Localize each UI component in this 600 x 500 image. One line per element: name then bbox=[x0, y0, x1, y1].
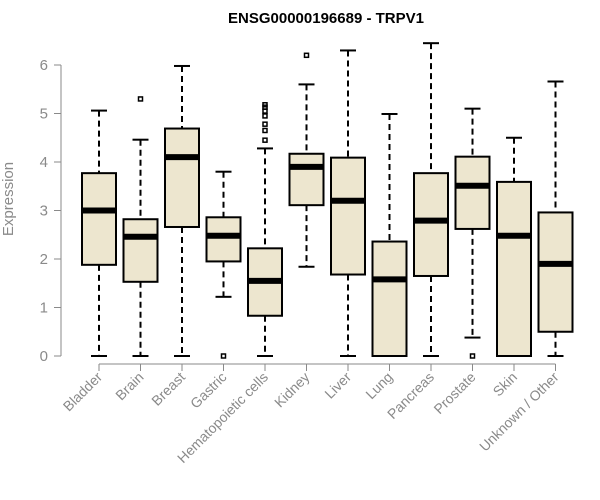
box-brain bbox=[122, 96, 159, 357]
box-hematopoietic-cells bbox=[247, 102, 283, 357]
y-axis: 0 1 2 3 4 5 6 bbox=[40, 57, 62, 365]
outlier-point bbox=[262, 113, 268, 119]
iqr-box bbox=[164, 127, 200, 228]
y-tick-label: 5 bbox=[40, 106, 48, 123]
x-tick-label: Liver bbox=[321, 369, 354, 402]
y-tick-label: 0 bbox=[40, 348, 48, 365]
outlier-point bbox=[262, 121, 268, 127]
box-kidney bbox=[288, 52, 325, 268]
box-liver bbox=[330, 49, 366, 357]
outlier-point bbox=[303, 52, 310, 59]
outlier-point bbox=[262, 137, 268, 143]
chart-title: ENSG00000196689 - TRPV1 bbox=[228, 10, 424, 27]
box-gastric bbox=[205, 170, 242, 359]
outlier-point bbox=[220, 353, 227, 359]
box-skin bbox=[496, 136, 532, 357]
iqr-box bbox=[288, 152, 325, 207]
x-tick-label: Bladder bbox=[60, 369, 106, 415]
iqr-box bbox=[454, 155, 491, 230]
outlier-point bbox=[137, 96, 144, 102]
box-pancreas bbox=[413, 42, 449, 357]
iqr-box bbox=[371, 240, 408, 357]
y-tick-label: 2 bbox=[40, 251, 48, 268]
iqr-box bbox=[330, 156, 366, 276]
iqr-box bbox=[205, 216, 242, 263]
box-lung bbox=[371, 112, 408, 357]
y-axis-label: Expression bbox=[0, 162, 17, 236]
y-tick-label: 4 bbox=[40, 154, 48, 171]
x-tick-label: Lung bbox=[362, 369, 395, 402]
boxes-group bbox=[81, 42, 574, 359]
y-tick-label: 3 bbox=[40, 203, 48, 220]
box-prostate bbox=[454, 107, 491, 359]
x-tick-label: Prostate bbox=[430, 369, 478, 417]
box-unknown-other bbox=[537, 80, 574, 357]
x-tick-label: Unknown / Other bbox=[476, 369, 562, 455]
x-tick-label: Brain bbox=[112, 369, 146, 403]
iqr-box bbox=[496, 180, 532, 357]
x-tick-label: Kidney bbox=[271, 369, 313, 411]
box-breast bbox=[164, 64, 200, 357]
outlier-point bbox=[469, 353, 476, 359]
outlier-point bbox=[262, 102, 268, 108]
outlier-point bbox=[262, 127, 268, 134]
box-bladder bbox=[81, 109, 117, 357]
y-tick-label: 1 bbox=[40, 300, 48, 317]
x-tick-label: Breast bbox=[148, 369, 188, 409]
x-tick-label: Skin bbox=[490, 369, 521, 400]
iqr-box bbox=[122, 218, 159, 283]
y-tick-label: 6 bbox=[40, 57, 48, 74]
iqr-box bbox=[413, 172, 449, 277]
iqr-box bbox=[537, 211, 574, 333]
iqr-box bbox=[81, 172, 117, 266]
